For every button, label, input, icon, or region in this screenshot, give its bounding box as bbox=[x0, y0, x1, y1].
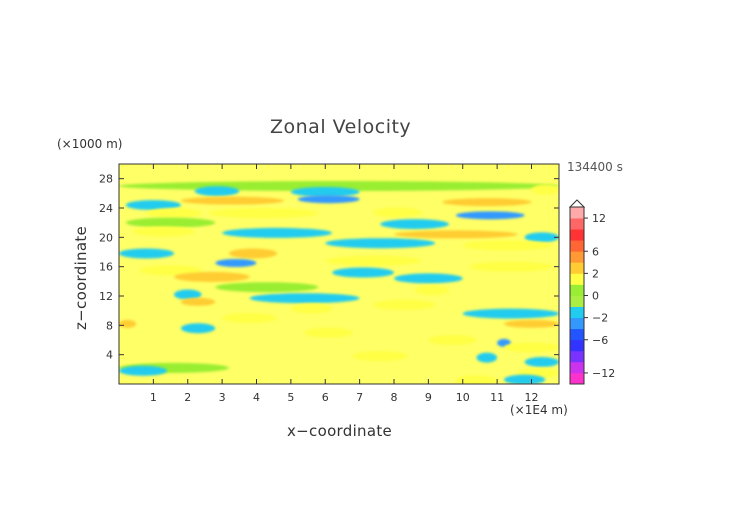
heatmap-band bbox=[414, 285, 449, 296]
x-tick-label: 12 bbox=[525, 391, 539, 404]
heatmap-band bbox=[180, 323, 216, 334]
x-tick-label: 4 bbox=[253, 391, 260, 404]
x-tick-label: 10 bbox=[456, 391, 470, 404]
x-tick-label: 8 bbox=[391, 391, 398, 404]
heatmap-band bbox=[208, 208, 319, 219]
y-tick-label: 8 bbox=[106, 319, 113, 332]
heatmap-band bbox=[442, 198, 532, 207]
heatmap-band bbox=[455, 211, 525, 220]
time-label: 134400 s bbox=[567, 160, 623, 174]
colorbar-tick-label: −2 bbox=[592, 312, 608, 325]
heatmap-band bbox=[125, 200, 181, 211]
heatmap-band bbox=[325, 238, 436, 249]
heatmap-band bbox=[297, 195, 360, 204]
heatmap-band bbox=[119, 248, 174, 259]
heatmap-band bbox=[462, 308, 559, 319]
heatmap-band bbox=[146, 208, 202, 219]
colorbar-segment bbox=[570, 306, 584, 319]
heatmap-band bbox=[290, 186, 360, 197]
colorbar-tick-label: 0 bbox=[592, 290, 599, 303]
colorbar-segment bbox=[570, 372, 584, 385]
heatmap-band bbox=[119, 365, 168, 376]
colorbar-segment bbox=[570, 251, 584, 263]
heatmap-band bbox=[180, 196, 284, 205]
colorbar-segment bbox=[570, 350, 584, 363]
y-tick-label: 16 bbox=[99, 261, 113, 274]
plot-frame bbox=[118, 163, 560, 385]
heatmap-band bbox=[125, 217, 216, 228]
x-tick-label: 11 bbox=[490, 391, 504, 404]
heatmap-band bbox=[215, 259, 257, 267]
colorbar-segment bbox=[570, 273, 584, 285]
heatmap-band bbox=[290, 303, 333, 314]
heatmap-band bbox=[394, 273, 463, 284]
heatmap-band bbox=[194, 186, 240, 197]
heatmap-band bbox=[352, 351, 408, 362]
colorbar-segment bbox=[570, 284, 584, 296]
x-axis-label: x−coordinate bbox=[287, 422, 393, 440]
heatmap-band bbox=[132, 226, 195, 237]
heatmap-band bbox=[373, 207, 422, 218]
x-tick-label: 5 bbox=[287, 391, 294, 404]
heatmap-band bbox=[229, 248, 278, 259]
colorbar-segment bbox=[570, 218, 584, 230]
chart-title: Zonal Velocity bbox=[270, 116, 412, 138]
y-tick-label: 24 bbox=[99, 202, 113, 215]
x-tick-label: 1 bbox=[150, 391, 157, 404]
heatmap-band bbox=[119, 319, 137, 328]
heatmap-band bbox=[215, 282, 319, 293]
colorbar-segment bbox=[570, 361, 584, 374]
heatmap-band bbox=[462, 240, 553, 251]
heatmap-band bbox=[455, 375, 498, 384]
heatmap-band bbox=[249, 293, 360, 304]
y-tick-label: 4 bbox=[106, 349, 113, 362]
heatmap-band bbox=[504, 342, 559, 353]
heatmap-band bbox=[504, 374, 546, 384]
colorbar-tick-label: −12 bbox=[592, 367, 615, 380]
heatmap-band bbox=[394, 230, 518, 239]
heatmap-band bbox=[222, 227, 333, 238]
y-tick-label: 12 bbox=[99, 290, 113, 303]
heatmap-band bbox=[174, 271, 250, 282]
x-tick-label: 3 bbox=[219, 391, 226, 404]
x-tick-label: 2 bbox=[184, 391, 191, 404]
x-axis-unit-label: (×1E4 m) bbox=[510, 403, 568, 417]
colorbar-segment bbox=[570, 207, 584, 219]
heatmap-band bbox=[524, 357, 559, 367]
x-tick-label: 7 bbox=[356, 391, 363, 404]
y-tick-label: 28 bbox=[99, 173, 113, 186]
colorbar-segment bbox=[570, 240, 584, 252]
heatmap-band bbox=[380, 219, 449, 230]
heatmap-band bbox=[428, 335, 477, 345]
heatmap-band bbox=[332, 267, 394, 278]
colorbar-extend-arrow bbox=[568, 199, 586, 208]
heatmap-band bbox=[174, 289, 202, 300]
heatmap-band bbox=[524, 232, 559, 243]
colorbar-tick-label: 12 bbox=[592, 212, 606, 225]
heatmap-band bbox=[504, 319, 559, 328]
heatmap-band bbox=[325, 255, 422, 266]
colorbar-segment bbox=[570, 317, 584, 330]
heatmap-band bbox=[304, 327, 353, 338]
heatmap-band bbox=[476, 352, 498, 363]
y-tick-label: 20 bbox=[99, 231, 113, 244]
heatmap-band bbox=[222, 313, 278, 323]
y-axis-unit-label: (×1000 m) bbox=[57, 137, 123, 151]
colorbar-segment bbox=[570, 229, 584, 241]
heatmap-band bbox=[531, 184, 559, 195]
heatmap-band bbox=[469, 261, 553, 272]
heatmap-band bbox=[139, 265, 202, 276]
colorbar-segment bbox=[570, 262, 584, 274]
colorbar-tick-label: 6 bbox=[592, 245, 599, 258]
x-tick-label: 6 bbox=[322, 391, 329, 404]
heatmap-band bbox=[180, 297, 216, 306]
colorbar-tick-label: 2 bbox=[592, 267, 599, 280]
x-tick-label: 9 bbox=[425, 391, 432, 404]
heatmap-band bbox=[373, 299, 436, 310]
colorbar-segment bbox=[570, 328, 584, 341]
colorbar-segment bbox=[570, 339, 584, 352]
colorbar-tick-label: −6 bbox=[592, 334, 608, 347]
colorbar-segment bbox=[570, 295, 584, 307]
